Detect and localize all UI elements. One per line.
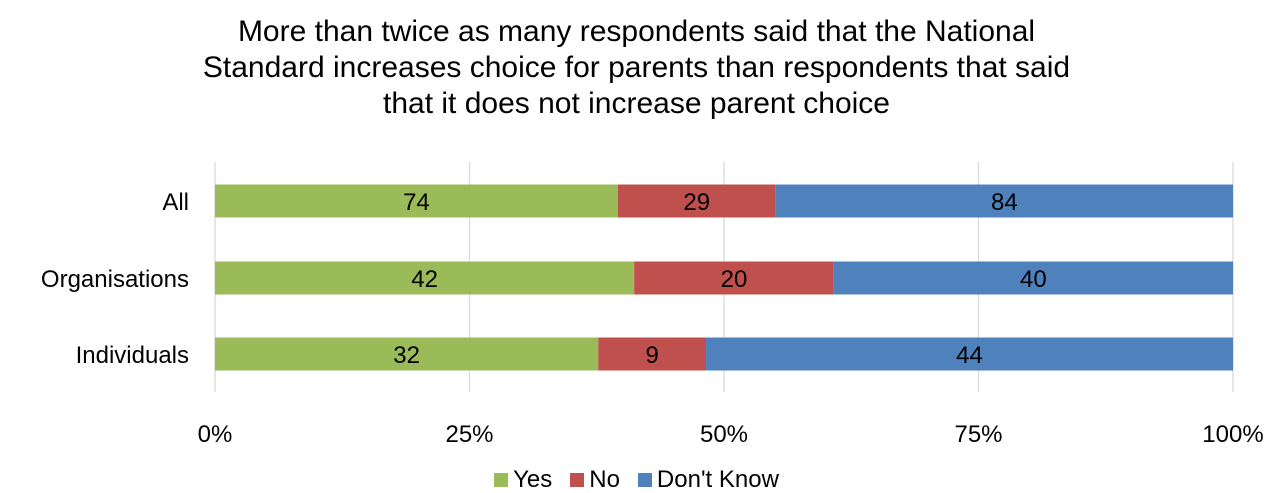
- x-tick-label: 50%: [700, 421, 748, 448]
- legend-swatch: [570, 473, 585, 487]
- labels: 0% 25% 50% 75% 100% 74 29 84 All 42 20 40 Organisati…: [41, 189, 1264, 448]
- data-label: 9: [645, 342, 658, 369]
- bar-segment: [706, 337, 1233, 371]
- chart-title: More than twice as many respondents said…: [202, 15, 1071, 120]
- data-label: 20: [721, 266, 748, 293]
- bar-segment: [833, 261, 1233, 295]
- data-label: 29: [683, 189, 710, 216]
- legend-item: Don't Know: [637, 466, 779, 493]
- bar-segment: [215, 261, 635, 295]
- x-tick-label: 0%: [198, 421, 233, 448]
- data-label: 42: [411, 266, 438, 293]
- chart-legend: Yes No Don't Know: [0, 467, 1273, 493]
- legend-label: Yes: [513, 466, 553, 493]
- legend-label: Don't Know: [656, 466, 779, 493]
- category-label: All: [162, 189, 189, 216]
- data-label: 84: [991, 189, 1018, 216]
- legend-item: No: [570, 467, 620, 493]
- legend-label: No: [589, 466, 620, 493]
- bar-segment: [598, 337, 707, 371]
- x-tick-label: 100%: [1202, 421, 1263, 448]
- data-label: 74: [403, 189, 430, 216]
- x-tick-label: 25%: [445, 421, 493, 448]
- data-label: 32: [393, 342, 420, 369]
- bars: [215, 184, 1233, 371]
- bar-segment: [775, 184, 1233, 218]
- bar-segment: [215, 337, 599, 371]
- category-label: Individuals: [76, 342, 189, 369]
- legend-swatch: [494, 473, 509, 487]
- data-label: 44: [956, 342, 983, 369]
- bar-segment: [634, 261, 834, 295]
- legend-item: Yes: [494, 467, 552, 493]
- legend-swatch: [637, 473, 652, 487]
- category-label: Organisations: [41, 266, 189, 293]
- data-label: 40: [1020, 266, 1047, 293]
- bar-segment: [617, 184, 776, 218]
- x-tick-label: 75%: [954, 421, 1002, 448]
- bar-segment: [215, 184, 618, 218]
